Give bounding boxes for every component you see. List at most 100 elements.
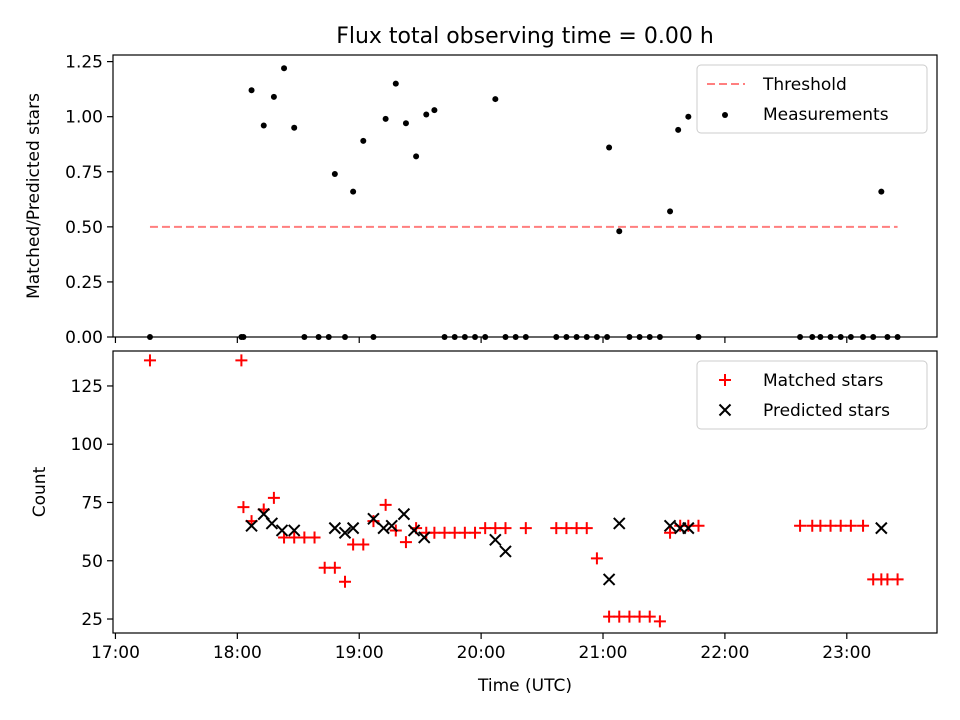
predicted-stars-point bbox=[328, 521, 342, 535]
bottom-xtick-label: 21:00 bbox=[579, 643, 628, 663]
matched-stars-point bbox=[519, 522, 532, 535]
top-ytick-label: 0.00 bbox=[65, 328, 103, 348]
measurements-point bbox=[441, 334, 448, 340]
predicted-stars-point bbox=[367, 512, 380, 526]
predicted-stars-point bbox=[682, 521, 695, 535]
measurements-point bbox=[472, 334, 479, 340]
matched-stars-point bbox=[235, 354, 248, 367]
measurements-point bbox=[884, 334, 891, 340]
measurements-point bbox=[573, 334, 580, 340]
predicted-stars-point bbox=[499, 545, 512, 558]
measurements-point bbox=[281, 65, 288, 72]
matched-stars-point bbox=[570, 522, 583, 535]
measurements-point bbox=[860, 334, 867, 340]
matched-stars-point bbox=[550, 522, 563, 535]
matched-stars-point bbox=[857, 519, 870, 532]
top-ytick-label: 0.50 bbox=[65, 218, 103, 238]
matched-stars-point bbox=[267, 491, 280, 504]
measurements-point bbox=[870, 334, 877, 340]
matched-stars-legend-label: Matched stars bbox=[763, 371, 883, 391]
matched-stars-point bbox=[814, 519, 827, 532]
bottom-xtick-label: 23:00 bbox=[822, 643, 871, 663]
top-legend: Threshold Measurements bbox=[696, 64, 928, 134]
matched-stars-point bbox=[664, 526, 677, 539]
predicted-stars-point bbox=[385, 519, 398, 533]
measurements-point bbox=[291, 124, 298, 131]
measurements-point bbox=[646, 334, 653, 340]
matched-stars-point bbox=[318, 561, 331, 574]
matched-stars-point bbox=[682, 519, 695, 532]
matched-stars-point bbox=[794, 519, 807, 532]
predicted-stars-point bbox=[875, 521, 888, 535]
matched-stars-point bbox=[580, 522, 593, 535]
measurements-point bbox=[522, 334, 529, 340]
matched-stars-point bbox=[328, 561, 341, 574]
matched-stars-point bbox=[367, 515, 380, 528]
bottom-xtick-label: 17:00 bbox=[91, 643, 140, 663]
measurements-point bbox=[604, 334, 611, 340]
matched-stars-point bbox=[308, 531, 321, 544]
matched-stars-point bbox=[653, 615, 666, 628]
top-ytick-label: 0.75 bbox=[65, 163, 103, 183]
matched-stars-point bbox=[844, 519, 857, 532]
measurements-point bbox=[695, 334, 702, 340]
chart-title: Flux total observing time = 0.00 h bbox=[336, 24, 714, 49]
predicted-stars-point bbox=[377, 521, 390, 535]
matched-stars-point bbox=[643, 610, 656, 623]
predicted-stars-point bbox=[338, 526, 352, 539]
matched-stars-point bbox=[339, 575, 352, 588]
matched-stars-point bbox=[881, 573, 894, 586]
measurements-point bbox=[809, 334, 816, 340]
bottom-xtick-label: 22:00 bbox=[700, 643, 749, 663]
measurements-point bbox=[423, 111, 430, 118]
matched-stars-point bbox=[399, 536, 412, 549]
predicted-stars-legend-label: Predicted stars bbox=[763, 401, 890, 421]
matched-stars-point bbox=[590, 552, 603, 565]
measurements-point bbox=[606, 144, 613, 151]
measurements-point bbox=[512, 334, 519, 340]
measurements-point bbox=[331, 170, 338, 177]
measurements-point bbox=[350, 188, 357, 195]
matched-stars-point bbox=[891, 573, 904, 586]
measurements-point bbox=[817, 334, 824, 340]
matched-stars-point bbox=[143, 354, 156, 367]
bottom-axes-frame bbox=[112, 350, 938, 634]
matched-stars-point bbox=[288, 531, 301, 544]
measurements-point bbox=[413, 153, 420, 160]
bottom-xtick-label: 20:00 bbox=[457, 643, 506, 663]
measurements-point bbox=[315, 334, 322, 340]
top-legend-box bbox=[696, 64, 928, 134]
predicted-stars-point bbox=[407, 524, 421, 537]
matched-stars-point bbox=[603, 610, 616, 623]
measurements-point bbox=[492, 96, 499, 103]
measurements-point bbox=[370, 334, 377, 340]
matched-stars-legend-marker bbox=[719, 374, 731, 386]
measurements-point bbox=[248, 87, 255, 94]
bottom-x-axis-label: Time (UTC) bbox=[477, 676, 572, 696]
top-ytick-label: 1.25 bbox=[65, 53, 103, 73]
bottom-legend-box bbox=[696, 360, 928, 430]
measurements-point bbox=[636, 334, 643, 340]
matched-stars-point bbox=[237, 501, 250, 514]
measurements-point bbox=[583, 334, 590, 340]
predicted-stars-legend-marker bbox=[718, 403, 732, 417]
matched-stars-point bbox=[379, 498, 392, 511]
matched-stars-point bbox=[428, 526, 441, 539]
measurements-point bbox=[260, 122, 267, 129]
predicted-stars-point bbox=[397, 507, 411, 521]
threshold-legend-label: Threshold bbox=[762, 75, 847, 95]
bottom-legend: Matched stars Predicted stars bbox=[696, 360, 928, 430]
measurements-point bbox=[382, 115, 389, 122]
predicted-stars-point bbox=[663, 519, 677, 533]
matched-stars-point bbox=[692, 519, 705, 532]
matched-stars-point bbox=[469, 526, 482, 539]
bottom-xtick-label: 19:00 bbox=[335, 643, 384, 663]
bottom-ytick-label: 25 bbox=[81, 610, 103, 630]
matched-stars-point bbox=[357, 538, 370, 551]
measurements-point bbox=[797, 334, 804, 340]
top-ytick-label: 1.00 bbox=[65, 108, 103, 128]
measurements-point bbox=[878, 188, 885, 195]
measurements-point bbox=[146, 334, 153, 340]
measurements-point bbox=[827, 334, 834, 340]
measurements-point bbox=[847, 334, 854, 340]
